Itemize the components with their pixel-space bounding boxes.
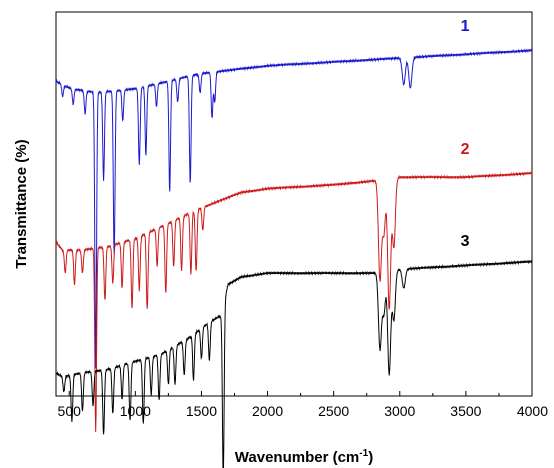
x-tick-label: 1500 (186, 403, 217, 419)
series-line-1 (55, 48, 533, 369)
series-line-3 (55, 259, 533, 468)
series-label-2: 2 (461, 141, 470, 158)
series-line-2 (55, 171, 533, 433)
series-label-1: 1 (461, 18, 470, 35)
series-label-3: 3 (461, 233, 470, 250)
x-axis-ticks (68, 391, 533, 396)
x-tick-label: 3500 (450, 403, 481, 419)
x-tick-label: 1000 (120, 403, 151, 419)
plot-frame (55, 11, 533, 397)
x-axis-title: Wavenumber (cm-1) (235, 448, 373, 466)
x-tick-label: 500 (58, 403, 82, 419)
x-tick-label: 3000 (384, 403, 415, 419)
y-axis-title: Transmittance (%) (13, 139, 30, 268)
x-tick-label: 2500 (318, 403, 349, 419)
x-tick-label: 2000 (252, 403, 283, 419)
series-group: 1 2 3 (55, 18, 533, 468)
x-tick-label: 4000 (517, 403, 548, 419)
